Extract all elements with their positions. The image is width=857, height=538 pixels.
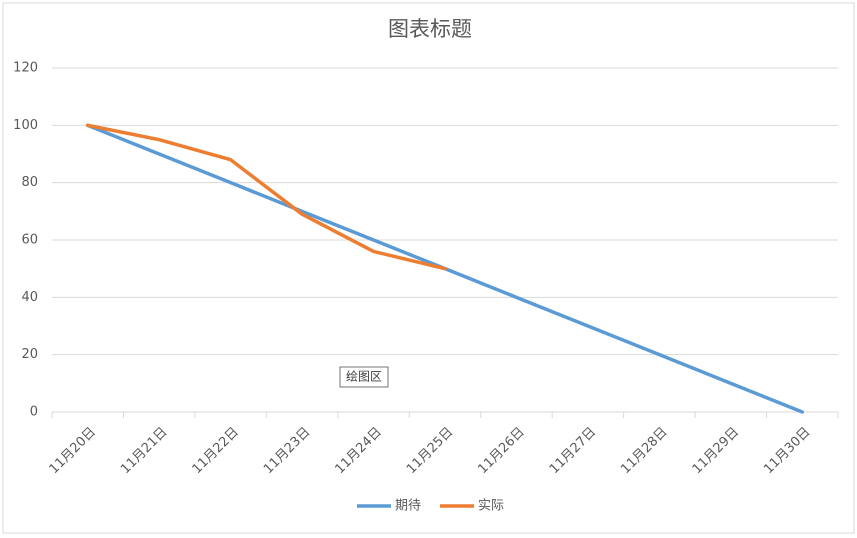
y-tick-label: 80 bbox=[21, 175, 38, 190]
legend-label: 期待 bbox=[395, 499, 421, 514]
annotation-box bbox=[339, 366, 389, 388]
y-tick-label: 100 bbox=[13, 118, 38, 133]
annotation: 绘图区 bbox=[346, 369, 382, 384]
y-tick-label: 120 bbox=[13, 61, 38, 76]
legend-label: 实际 bbox=[478, 499, 504, 514]
y-tick-label: 20 bbox=[21, 347, 38, 362]
y-tick-label: 40 bbox=[21, 290, 38, 305]
y-tick-label: 0 bbox=[30, 405, 38, 420]
series-line bbox=[85, 123, 447, 271]
y-tick-label: 60 bbox=[21, 233, 38, 248]
chart-title: 图表标题 bbox=[388, 17, 472, 41]
